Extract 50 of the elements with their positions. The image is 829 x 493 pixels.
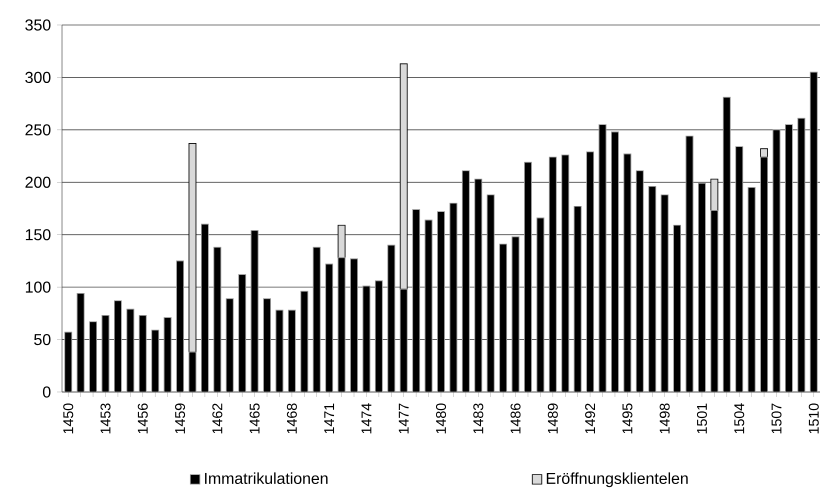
y-tick-label: 150: [26, 229, 50, 240]
bar: [151, 330, 160, 392]
x-tick-label: 1504: [734, 403, 744, 434]
x-tick-label: 1489: [548, 404, 558, 434]
y-tick-label: 0: [42, 386, 50, 398]
x-tick-label: 1465: [250, 403, 260, 434]
x-tick-label: 1483: [473, 403, 484, 434]
x-tick-label: 1510: [808, 403, 819, 434]
y-tick-label: 200: [25, 176, 50, 188]
x-tick-label: 1480: [436, 403, 446, 434]
x-tick-label: 1492: [585, 404, 596, 434]
y-tick-label: 250: [25, 124, 50, 136]
y-tick-label: 50: [34, 334, 50, 346]
x-tick-label: 1462: [212, 404, 222, 434]
y-tick-label: 100: [26, 282, 50, 293]
bar: [735, 146, 744, 392]
x-tick-label: 1450: [63, 403, 74, 434]
bar: [574, 206, 582, 392]
y-tick-label: 300: [25, 72, 50, 84]
bar: [722, 96, 731, 392]
bar: [138, 315, 147, 392]
y-tick-label: 350: [25, 19, 50, 31]
bar: [312, 246, 321, 392]
bar: [474, 178, 482, 392]
x-tick-label: 1501: [696, 404, 707, 434]
bar: [226, 298, 234, 392]
bar: [238, 274, 246, 392]
bar: [300, 290, 308, 392]
legend-label: Immatrikulationen: [205, 472, 328, 484]
x-tick-label: 1459: [175, 404, 186, 434]
bar: [213, 246, 222, 392]
x-tick-label: 1468: [286, 403, 297, 434]
x-tick-label: 1498: [660, 403, 670, 434]
x-tick-label: 1495: [622, 403, 632, 434]
bar: [387, 244, 396, 392]
x-tick-label: 1474: [362, 403, 372, 434]
bar: [561, 154, 570, 392]
bar: [810, 72, 818, 392]
bar: [548, 156, 557, 392]
x-tick-label: 1471: [324, 404, 334, 434]
x-tick-label: 1453: [100, 403, 111, 434]
bar: [486, 194, 495, 392]
x-tick-label: 1477: [398, 404, 409, 434]
legend-label: Eröffnungsklientelen: [546, 472, 688, 488]
bar: [636, 170, 644, 392]
x-tick-label: 1507: [771, 404, 782, 434]
x-tick-label: 1486: [510, 403, 521, 434]
bar: [648, 186, 656, 392]
x-tick-label: 1456: [138, 403, 148, 434]
bar: [64, 332, 72, 392]
